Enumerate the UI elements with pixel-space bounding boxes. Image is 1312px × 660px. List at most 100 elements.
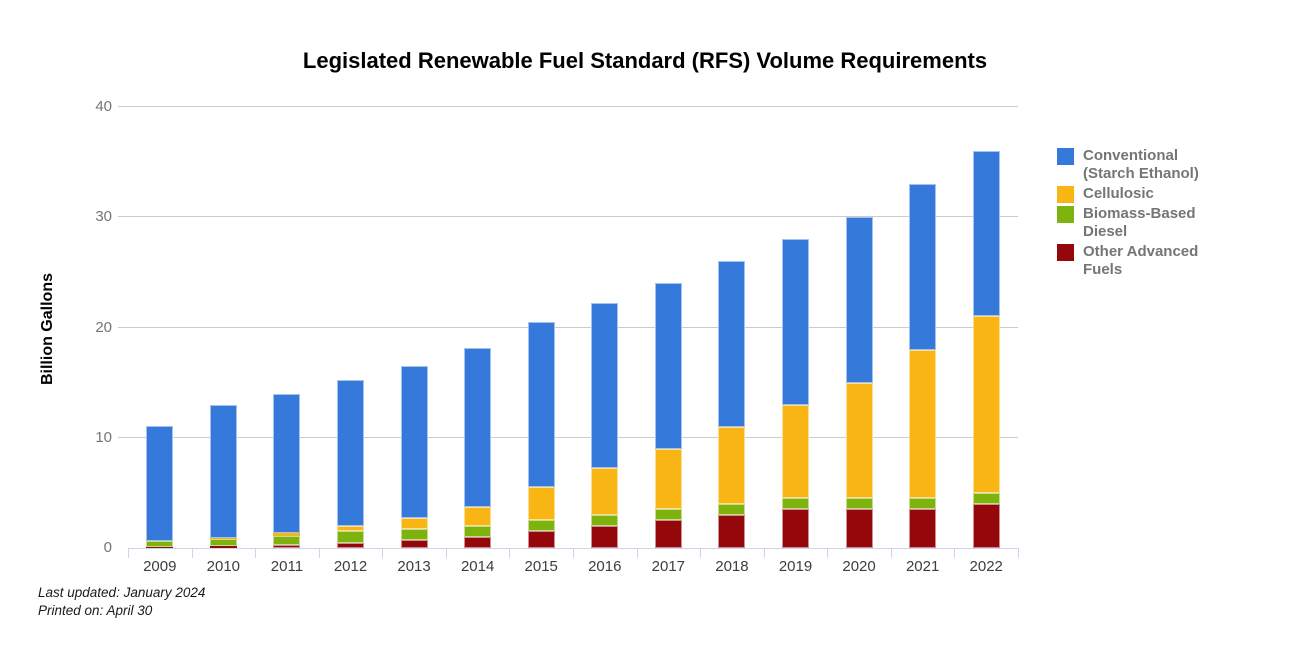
bar-segment-cellulosic-2010[interactable] — [209, 537, 237, 539]
bar-segment-conventional-starch-ethanol-2010[interactable] — [209, 405, 237, 538]
x-axis-tick — [382, 548, 384, 558]
bar-segment-biomass-based-diesel-2015[interactable] — [527, 520, 555, 532]
bar-segment-other-advanced-fuels-2016[interactable] — [591, 525, 619, 548]
bar-segment-other-advanced-fuels-2018[interactable] — [718, 514, 746, 548]
bar-segment-biomass-based-diesel-2011[interactable] — [273, 535, 301, 545]
bar-segment-biomass-based-diesel-2018[interactable] — [718, 503, 746, 515]
bar-segment-biomass-based-diesel-2022[interactable] — [972, 492, 1000, 504]
bar-segment-other-advanced-fuels-2020[interactable] — [845, 509, 873, 548]
x-axis-tick — [890, 548, 892, 558]
bar-segment-conventional-starch-ethanol-2012[interactable] — [337, 380, 364, 526]
bar-segment-biomass-based-diesel-2017[interactable] — [654, 509, 682, 521]
grid-line — [118, 106, 1018, 107]
bar-segment-other-advanced-fuels-2021[interactable] — [909, 509, 937, 548]
bar-segment-cellulosic-2016[interactable] — [591, 468, 619, 515]
bar-segment-other-advanced-fuels-2012[interactable] — [337, 542, 364, 548]
x-axis-tick — [318, 548, 320, 558]
bar-2019[interactable] — [782, 239, 809, 548]
bar-2015[interactable] — [527, 322, 555, 548]
bar-segment-conventional-starch-ethanol-2014[interactable] — [464, 347, 492, 507]
bar-2022[interactable] — [972, 151, 1000, 548]
legend-item-biomass-based-diesel: Biomass-Based Diesel — [1057, 205, 1221, 241]
x-tick-label-2016: 2016 — [588, 558, 622, 575]
x-axis-tick — [700, 548, 702, 558]
x-tick-label-2015: 2015 — [524, 558, 558, 575]
bar-segment-conventional-starch-ethanol-2016[interactable] — [591, 302, 619, 469]
bar-segment-conventional-starch-ethanol-2019[interactable] — [782, 239, 809, 405]
bar-2014[interactable] — [464, 347, 492, 548]
y-tick-label: 0 — [103, 539, 112, 556]
bar-2010[interactable] — [209, 405, 237, 548]
bar-segment-conventional-starch-ethanol-2009[interactable] — [146, 425, 174, 542]
bar-segment-cellulosic-2019[interactable] — [782, 404, 809, 499]
bar-segment-other-advanced-fuels-2010[interactable] — [209, 545, 237, 548]
bar-segment-other-advanced-fuels-2011[interactable] — [273, 544, 301, 548]
bar-segment-cellulosic-2012[interactable] — [337, 525, 364, 532]
legend: Conventional (Starch Ethanol) Cellulosic B… — [1057, 147, 1221, 281]
legend-item-other-advanced-fuels: Other Advanced Fuels — [1057, 243, 1221, 279]
bar-segment-other-advanced-fuels-2015[interactable] — [527, 531, 555, 548]
bar-segment-cellulosic-2021[interactable] — [909, 349, 937, 499]
bar-segment-biomass-based-diesel-2012[interactable] — [337, 531, 364, 543]
bar-segment-conventional-starch-ethanol-2017[interactable] — [654, 283, 682, 449]
bar-segment-cellulosic-2018[interactable] — [718, 426, 746, 504]
bar-segment-conventional-starch-ethanol-2021[interactable] — [909, 184, 937, 350]
x-axis-tick — [445, 548, 447, 558]
x-tick-label-2014: 2014 — [460, 558, 495, 575]
bar-segment-other-advanced-fuels-2017[interactable] — [654, 520, 682, 548]
bar-segment-biomass-based-diesel-2014[interactable] — [464, 525, 492, 537]
bar-segment-conventional-starch-ethanol-2020[interactable] — [845, 217, 873, 383]
bar-2021[interactable] — [909, 184, 937, 548]
bar-segment-other-advanced-fuels-2022[interactable] — [972, 503, 1000, 548]
x-axis-tick — [191, 548, 193, 558]
bar-segment-cellulosic-2014[interactable] — [464, 506, 492, 526]
bar-segment-cellulosic-2020[interactable] — [845, 382, 873, 499]
legend-label: Cellulosic — [1083, 185, 1154, 202]
bar-segment-biomass-based-diesel-2016[interactable] — [591, 514, 619, 526]
bar-segment-other-advanced-fuels-2013[interactable] — [400, 539, 428, 548]
bar-2018[interactable] — [718, 261, 746, 548]
legend-item-conventional-starch-ethanol: Conventional (Starch Ethanol) — [1057, 147, 1221, 183]
grid-line — [118, 326, 1018, 328]
x-axis-tick — [827, 548, 829, 558]
bar-2016[interactable] — [591, 302, 619, 548]
bar-segment-biomass-based-diesel-2019[interactable] — [782, 498, 809, 510]
bar-segment-conventional-starch-ethanol-2011[interactable] — [273, 394, 301, 534]
legend-item-cellulosic: Cellulosic — [1057, 185, 1221, 203]
bar-segment-conventional-starch-ethanol-2018[interactable] — [718, 261, 746, 427]
bar-segment-other-advanced-fuels-2009[interactable] — [146, 546, 174, 548]
bar-segment-cellulosic-2015[interactable] — [527, 487, 555, 521]
x-tick-label-2019: 2019 — [778, 558, 813, 575]
chart-title: Legislated Renewable Fuel Standard (RFS)… — [302, 48, 988, 73]
y-tick-label: 40 — [95, 98, 112, 115]
bar-2017[interactable] — [654, 283, 682, 548]
bar-2020[interactable] — [845, 217, 873, 548]
y-tick-label: 20 — [95, 318, 112, 336]
bar-segment-cellulosic-2011[interactable] — [273, 533, 301, 536]
footer-last-updated: Last updated: January 2024 — [38, 585, 206, 600]
x-axis-tick — [255, 548, 257, 558]
bar-segment-conventional-starch-ethanol-2013[interactable] — [400, 365, 428, 518]
bar-segment-biomass-based-diesel-2009[interactable] — [146, 541, 174, 547]
x-tick-label-2013: 2013 — [397, 558, 431, 575]
x-axis-tick — [763, 548, 765, 558]
bar-2009[interactable] — [146, 425, 174, 548]
bar-2013[interactable] — [400, 365, 428, 548]
x-tick-label-2011: 2011 — [270, 558, 304, 575]
bar-segment-other-advanced-fuels-2019[interactable] — [782, 509, 809, 548]
bar-segment-biomass-based-diesel-2013[interactable] — [400, 528, 428, 540]
bar-segment-conventional-starch-ethanol-2015[interactable] — [527, 322, 555, 488]
bar-segment-cellulosic-2017[interactable] — [654, 448, 682, 510]
bar-segment-biomass-based-diesel-2010[interactable] — [209, 538, 237, 546]
bar-2011[interactable] — [273, 394, 301, 548]
bar-segment-cellulosic-2013[interactable] — [400, 517, 428, 529]
bar-2012[interactable] — [337, 380, 364, 548]
bar-segment-biomass-based-diesel-2021[interactable] — [909, 498, 937, 510]
bar-segment-biomass-based-diesel-2020[interactable] — [845, 498, 873, 510]
bar-segment-cellulosic-2022[interactable] — [972, 316, 1000, 493]
x-tick-label-2010: 2010 — [206, 558, 241, 575]
bar-segment-conventional-starch-ethanol-2022[interactable] — [972, 151, 1000, 317]
x-axis-tick — [1018, 548, 1019, 558]
bar-segment-other-advanced-fuels-2014[interactable] — [464, 536, 492, 548]
legend-label: Other Advanced Fuels — [1083, 243, 1199, 278]
